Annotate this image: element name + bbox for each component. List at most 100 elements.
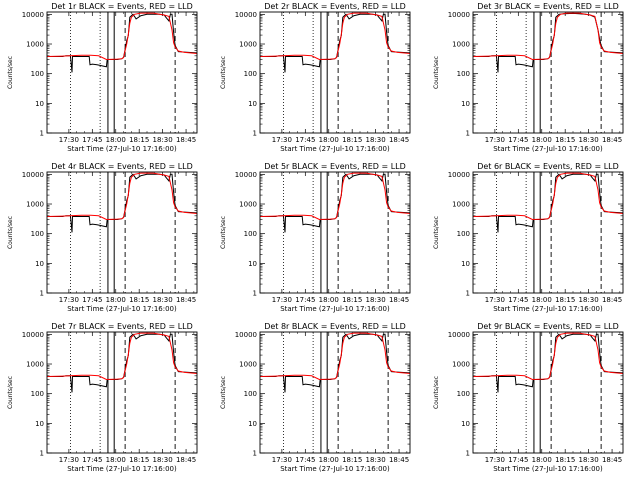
plot-frame — [259, 11, 411, 134]
x-tick-label: 17:30 — [485, 136, 505, 144]
x-tick-label: 18:15 — [342, 456, 362, 464]
events-series-line — [473, 173, 623, 233]
x-tick-label: 18:00 — [319, 456, 339, 464]
x-axis-label: Start Time (27-Jul-10 17:16:00) — [280, 305, 390, 313]
panel-det-8: Det 8r BLACK = Events, RED = LLD Counts/s… — [220, 322, 411, 473]
x-axis-label: Start Time (27-Jul-10 17:16:00) — [67, 305, 177, 313]
y-tick-label: 1 — [40, 130, 44, 138]
y-tick-label: 10000 — [448, 331, 470, 339]
x-tick-label: 18:30 — [153, 456, 173, 464]
x-tick-label: 17:45 — [508, 136, 528, 144]
y-tick-label: 10000 — [22, 11, 44, 19]
events-series-line — [260, 13, 410, 73]
y-tick-label: 10 — [461, 260, 470, 268]
y-tick-label: 1000 — [239, 41, 257, 49]
x-tick-label: 18:45 — [602, 136, 622, 144]
x-tick-label: 18:45 — [602, 456, 622, 464]
plot-area — [47, 332, 197, 453]
panel-det-1: Det 1r BLACK = Events, RED = LLD Counts/s… — [7, 2, 198, 153]
events-series-line — [47, 173, 197, 233]
events-series-line — [47, 333, 197, 393]
x-tick-label: 18:15 — [342, 136, 362, 144]
x-tick-label: 18:30 — [153, 136, 173, 144]
x-tick-label: 17:30 — [485, 296, 505, 304]
y-axis-label: Counts/sec — [7, 376, 14, 409]
y-tick-label: 1 — [466, 290, 470, 298]
y-tick-label: 10000 — [448, 171, 470, 179]
lld-series-line — [473, 172, 623, 221]
x-tick-label: 18:30 — [366, 296, 386, 304]
x-tick-label: 18:45 — [389, 136, 409, 144]
plot-area — [260, 172, 410, 293]
x-tick-label: 17:30 — [59, 136, 79, 144]
y-tick-label: 1 — [253, 290, 257, 298]
y-tick-label: 1000 — [452, 361, 470, 369]
y-tick-label: 1000 — [26, 201, 44, 209]
y-tick-label: 100 — [457, 230, 470, 238]
y-axis-label: Counts/sec — [433, 56, 440, 89]
x-tick-label: 18:15 — [555, 296, 575, 304]
plot-frame — [259, 331, 411, 454]
y-tick-label: 1000 — [239, 201, 257, 209]
panel-title: Det 1r BLACK = Events, RED = LLD — [51, 2, 193, 11]
x-tick-label: 18:15 — [129, 136, 149, 144]
y-tick-label: 10 — [461, 420, 470, 428]
events-series-line — [260, 173, 410, 233]
lld-series-line — [47, 12, 197, 61]
lld-series-line — [47, 332, 197, 381]
x-tick-label: 17:30 — [59, 296, 79, 304]
y-tick-label: 1000 — [26, 361, 44, 369]
x-axis-label: Start Time (27-Jul-10 17:16:00) — [493, 305, 603, 313]
x-tick-label: 17:30 — [272, 296, 292, 304]
x-tick-label: 17:45 — [82, 136, 102, 144]
x-tick-label: 18:30 — [153, 296, 173, 304]
lld-series-line — [473, 12, 623, 61]
x-tick-label: 18:00 — [106, 456, 126, 464]
panel-title: Det 2r BLACK = Events, RED = LLD — [264, 2, 406, 11]
y-tick-label: 1 — [253, 450, 257, 458]
y-tick-label: 100 — [244, 230, 257, 238]
y-tick-label: 1 — [40, 290, 44, 298]
y-tick-label: 1000 — [239, 361, 257, 369]
lld-series-line — [260, 172, 410, 221]
y-axis-label: Counts/sec — [7, 216, 14, 249]
x-tick-label: 17:45 — [508, 456, 528, 464]
x-tick-label: 17:45 — [82, 456, 102, 464]
y-tick-label: 1 — [466, 450, 470, 458]
lld-series-line — [473, 332, 623, 381]
panel-title: Det 4r BLACK = Events, RED = LLD — [51, 162, 193, 171]
plot-frame — [472, 171, 624, 294]
x-tick-label: 18:00 — [532, 456, 552, 464]
y-tick-label: 10 — [35, 260, 44, 268]
y-tick-label: 10000 — [448, 11, 470, 19]
events-series-line — [473, 12, 623, 73]
x-tick-label: 18:30 — [579, 456, 599, 464]
x-axis-label: Start Time (27-Jul-10 17:16:00) — [67, 145, 177, 153]
y-tick-label: 1 — [466, 130, 470, 138]
y-tick-label: 1000 — [452, 201, 470, 209]
panel-det-9: Det 9r BLACK = Events, RED = LLD Counts/s… — [433, 322, 624, 473]
x-tick-label: 17:30 — [485, 456, 505, 464]
x-tick-label: 17:45 — [508, 296, 528, 304]
x-axis-label: Start Time (27-Jul-10 17:16:00) — [280, 145, 390, 153]
y-tick-label: 10 — [35, 100, 44, 108]
plot-frame — [472, 331, 624, 454]
x-tick-label: 17:30 — [272, 136, 292, 144]
x-tick-label: 18:45 — [389, 296, 409, 304]
x-tick-label: 17:45 — [295, 296, 315, 304]
y-tick-label: 10 — [248, 420, 257, 428]
x-tick-label: 18:30 — [366, 456, 386, 464]
x-tick-label: 18:45 — [176, 136, 196, 144]
x-tick-label: 18:15 — [129, 296, 149, 304]
y-tick-label: 10000 — [22, 171, 44, 179]
panel-det-3: Det 3r BLACK = Events, RED = LLD Counts/s… — [433, 2, 624, 153]
x-tick-label: 18:45 — [602, 296, 622, 304]
y-tick-label: 10000 — [235, 171, 257, 179]
x-tick-label: 18:15 — [129, 456, 149, 464]
y-tick-label: 1 — [253, 130, 257, 138]
x-axis-label: Start Time (27-Jul-10 17:16:00) — [493, 145, 603, 153]
plot-area — [473, 12, 623, 133]
plot-area — [260, 12, 410, 133]
x-tick-label: 18:15 — [555, 136, 575, 144]
